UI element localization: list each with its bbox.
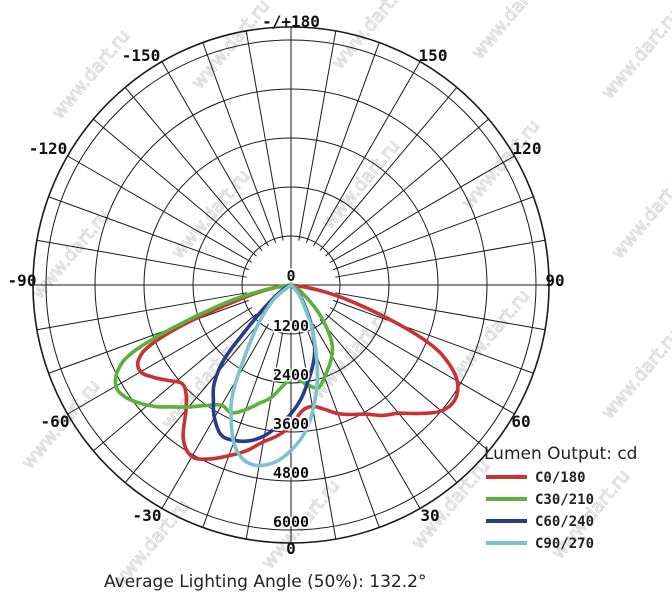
angle-label-90: 90 — [545, 271, 564, 290]
angle-label-neg90: -90 — [8, 271, 37, 290]
radial-label-3600: 3600 — [273, 415, 309, 433]
grid-spoke — [298, 329, 337, 540]
watermark-text: www.dart.ru — [318, 136, 405, 234]
grid-spoke — [333, 196, 534, 271]
watermark-text: www.dart.ru — [608, 166, 672, 264]
radial-label-1200: 1200 — [273, 317, 309, 335]
grid-spoke — [48, 299, 249, 374]
angle-label-60: 60 — [511, 412, 530, 431]
legend-label-c30-210: C30/210 — [535, 492, 594, 508]
radial-label-4800: 4800 — [273, 464, 309, 482]
grid-spoke — [48, 196, 249, 271]
angle-label-120: 120 — [513, 139, 542, 158]
watermark-text: www.dart.ru — [328, 0, 415, 73]
angle-label-neg150: -150 — [122, 46, 161, 65]
grid-spoke — [124, 87, 263, 251]
polar-grid — [32, 26, 550, 544]
grid-spoke — [319, 87, 458, 251]
grid-spoke — [245, 30, 284, 241]
grid-spoke — [36, 239, 247, 278]
legend-label-c90-270: C90/270 — [535, 536, 594, 552]
grid-spoke — [93, 118, 257, 257]
curve-c30-210 — [113, 283, 335, 415]
legend-title: Lumen Output: cd — [484, 444, 637, 464]
grid-spoke — [124, 319, 263, 483]
angle-label-180: -/+180 — [262, 12, 320, 31]
grid-spoke — [325, 118, 489, 257]
grid-spoke — [335, 239, 546, 278]
grid-spoke — [319, 319, 458, 483]
grid-spoke — [305, 42, 380, 243]
grid-spoke — [36, 292, 247, 331]
angle-label-30: 30 — [420, 506, 439, 525]
grid-spoke — [325, 313, 489, 452]
grid-spoke — [67, 307, 253, 415]
curve-c90-270 — [229, 283, 320, 468]
watermark-text: www.dart.ru — [458, 116, 545, 214]
grid-spoke — [161, 61, 269, 247]
radial-label-6000: 6000 — [273, 513, 309, 531]
grid-spoke — [313, 61, 421, 247]
curve-c0-180 — [135, 283, 460, 461]
watermark-text: www.dart.ru — [598, 6, 672, 104]
grid-spoke — [298, 30, 337, 241]
legend-label-c0-180: C0/180 — [535, 470, 586, 486]
legend-label-c60-240: C60/240 — [535, 514, 594, 530]
grid-spoke — [329, 307, 515, 415]
angle-label-neg120: -120 — [29, 139, 68, 158]
radial-label-2400: 2400 — [273, 366, 309, 384]
average-lighting-angle: Average Lighting Angle (50%): 132.2° — [104, 572, 426, 592]
angle-axis-labels: -/+180 -150 150 -120 120 -90 90 -60 60 -… — [8, 12, 565, 558]
radial-label-0: 0 — [286, 267, 295, 285]
grid-spoke — [67, 155, 253, 263]
watermark-text: www.dart.ru — [598, 326, 672, 424]
grid-spoke — [333, 299, 534, 374]
radial-axis-labels: 0 1200 2400 3600 4800 6000 — [271, 266, 310, 533]
angle-label-neg30: -30 — [133, 506, 162, 525]
angle-label-neg60: -60 — [41, 412, 70, 431]
grid-spoke — [335, 292, 546, 331]
intensity-curves — [113, 283, 460, 468]
angle-label-0: 0 — [286, 539, 296, 558]
legend: Lumen Output: cd C0/180 C30/210 C60/240 … — [484, 444, 637, 552]
watermark-text: www.dart.ru — [468, 0, 555, 63]
grid-spoke — [329, 155, 515, 263]
angle-label-150: 150 — [419, 46, 448, 65]
grid-spoke — [202, 327, 277, 528]
grid-spoke — [202, 42, 277, 243]
watermark-text: www.dart.ru — [168, 166, 255, 264]
